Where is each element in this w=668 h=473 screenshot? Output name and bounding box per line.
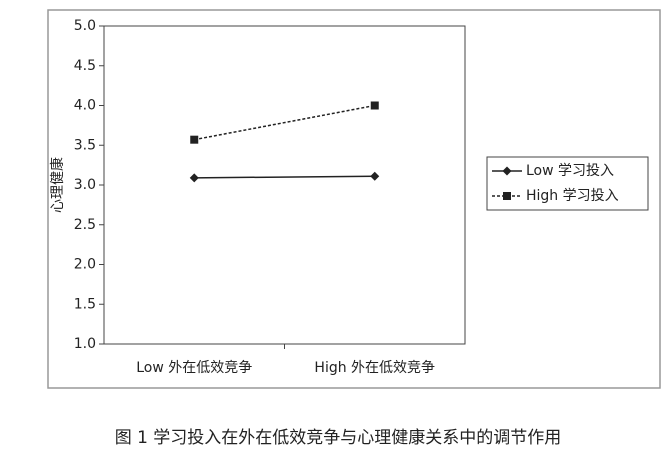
y-tick-label: 5.0 (74, 18, 96, 34)
y-tick-label: 4.5 (74, 58, 96, 74)
marker (370, 171, 380, 181)
y-axis-label: 心理健康 (49, 157, 66, 213)
series-line (194, 104, 375, 141)
y-tick-label: 1.5 (74, 296, 96, 312)
marker (190, 135, 199, 144)
legend-label: High 学习投入 (526, 188, 619, 204)
marker (503, 192, 511, 200)
marker (502, 166, 512, 176)
y-tick-label: 3.0 (74, 177, 96, 193)
y-tick-label: 2.5 (74, 217, 96, 233)
marker (189, 173, 199, 183)
y-tick-label: 1.0 (74, 336, 96, 352)
caption: 图 1 学习投入在外在低效竞争与心理健康关系中的调节作用 (115, 428, 562, 448)
legend-label: Low 学习投入 (526, 163, 614, 179)
y-tick-label: 4.0 (74, 98, 96, 114)
y-tick-label: 3.5 (74, 137, 96, 153)
plot-area (103, 25, 466, 345)
x-tick-label: Low 外在低效竞争 (136, 359, 252, 376)
chart-frame (47, 9, 661, 389)
series-line (194, 175, 375, 179)
legend-box (486, 156, 649, 211)
x-tick-label: High 外在低效竞争 (314, 359, 435, 376)
marker (370, 101, 379, 110)
y-tick-label: 2.0 (74, 257, 96, 273)
